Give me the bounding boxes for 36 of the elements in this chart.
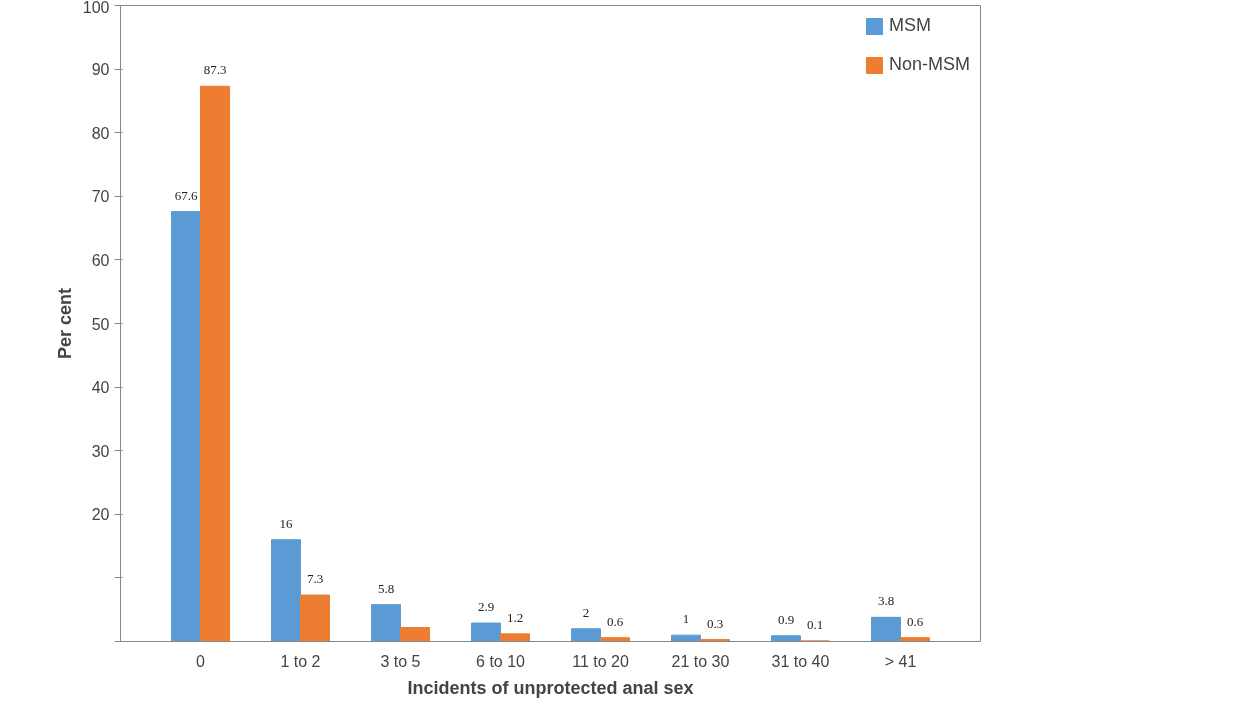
y-tick-label: 90 <box>91 61 110 79</box>
x-tick-label: 1 to 2 <box>280 652 321 670</box>
data-label: 0.3 <box>706 615 724 631</box>
data-label: 0.6 <box>606 613 624 629</box>
data-label: 16 <box>279 515 293 531</box>
y-tick-label: 40 <box>91 379 110 397</box>
data-label: 0.1 <box>806 616 824 632</box>
y-tick-label: 100 <box>82 0 110 16</box>
data-label: 5.8 <box>377 580 395 596</box>
y-tick-label: 30 <box>91 442 110 460</box>
y-tick-label: 80 <box>91 124 110 142</box>
data-label: 3.8 <box>877 593 895 609</box>
x-tick-label: > 41 <box>884 652 917 670</box>
x-axis-title: Incidents of unprotected anal sex <box>407 677 694 698</box>
data-label: 2.9 <box>477 599 495 615</box>
x-tick-label: 6 to 10 <box>476 652 526 670</box>
y-tick-label: 60 <box>91 251 110 269</box>
legend-label: Non-MSM <box>888 54 970 75</box>
data-label: 87.3 <box>203 62 227 78</box>
data-label: 2 <box>582 604 590 620</box>
data-label: 0.9 <box>777 611 795 627</box>
data-label: 1.2 <box>506 609 524 625</box>
data-label: 1 <box>682 611 690 627</box>
data-label: 7.3 <box>306 571 324 587</box>
legend-label: MSM <box>888 15 931 36</box>
x-tick-label: 3 to 5 <box>380 652 421 670</box>
x-tick-label: 31 to 40 <box>771 652 830 670</box>
y-tick-label: 20 <box>91 506 110 524</box>
x-tick-label: 21 to 30 <box>671 652 730 670</box>
x-tick-label: 0 <box>196 652 206 670</box>
data-label: 0.6 <box>906 613 924 629</box>
y-axis-title: Per cent <box>54 287 75 360</box>
x-tick-label: 11 to 20 <box>572 652 629 670</box>
data-label: 67.6 <box>174 187 198 203</box>
y-tick-label: 70 <box>91 188 110 206</box>
y-tick-label: 50 <box>91 315 110 333</box>
